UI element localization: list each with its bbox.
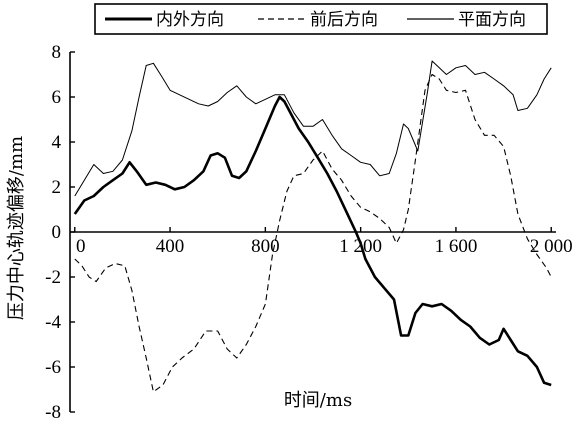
y-tick-label: -2 bbox=[45, 267, 61, 288]
legend: 内外方向 前后方向 平面方向 bbox=[94, 3, 548, 35]
legend-label-2: 平面方向 bbox=[458, 10, 526, 30]
x-tick-label: 400 bbox=[156, 236, 185, 257]
y-tick-label: -6 bbox=[45, 357, 61, 378]
x-tick-label: 1 600 bbox=[435, 236, 478, 257]
x-tick-label: 0 bbox=[76, 236, 86, 257]
y-tick-label: 4 bbox=[52, 132, 62, 153]
y-tick-label: -4 bbox=[45, 312, 61, 333]
series-layer bbox=[73, 60, 552, 393]
y-tick-label: -8 bbox=[45, 402, 61, 423]
legend-frame bbox=[94, 3, 548, 35]
series-line-2 bbox=[74, 60, 552, 197]
y-tick-label: 6 bbox=[52, 87, 62, 108]
y-tick-label: 8 bbox=[52, 42, 62, 63]
series-line-1 bbox=[74, 73, 552, 393]
axes bbox=[69, 52, 556, 412]
x-axis-title: 时间/ms bbox=[284, 390, 352, 411]
y-tick-label: 2 bbox=[52, 177, 62, 198]
y-tick-label: 0 bbox=[52, 222, 62, 243]
legend-label-0: 内外方向 bbox=[156, 10, 224, 30]
legend-label-1: 前后方向 bbox=[310, 10, 378, 30]
series-line-0 bbox=[73, 95, 552, 387]
x-tick-label: 800 bbox=[251, 236, 280, 257]
x-tick-label: 2 000 bbox=[530, 236, 573, 257]
y-axis-title: 压力中心轨迹偏移/mm bbox=[6, 136, 27, 320]
